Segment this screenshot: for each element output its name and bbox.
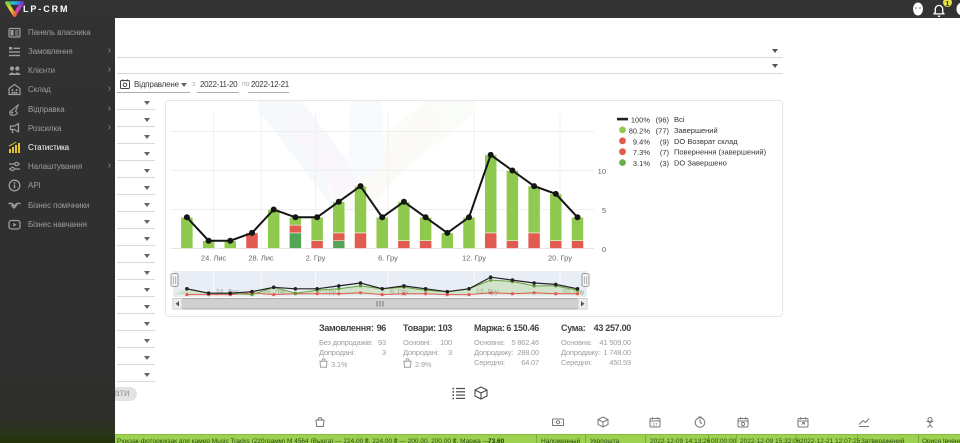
svg-text:17: 17	[652, 422, 658, 427]
svg-text:28. Лис: 28. Лис	[263, 289, 287, 296]
svg-text:12. Гру: 12. Гру	[476, 289, 499, 296]
svg-text:(3): (3)	[660, 159, 670, 168]
svg-text:Всі: Всі	[674, 115, 685, 124]
svg-text:24. Лис: 24. Лис	[201, 254, 227, 263]
svg-text:100%: 100%	[631, 116, 651, 125]
svg-text:10: 10	[598, 167, 606, 176]
svg-text:20. Гру: 20. Гру	[548, 254, 572, 263]
svg-text:0: 0	[602, 245, 606, 254]
svg-text:80.2%: 80.2%	[629, 126, 651, 135]
svg-text:3.1%: 3.1%	[633, 159, 650, 168]
svg-text:1: 1	[946, 1, 950, 8]
svg-text:(77): (77)	[656, 126, 670, 135]
svg-text:6. Гру: 6. Гру	[390, 289, 409, 296]
svg-text:Повернення (завершений): Повернення (завершений)	[674, 148, 767, 157]
svg-text:6. Гру: 6. Гру	[378, 254, 398, 263]
svg-text:Завершений: Завершений	[674, 126, 718, 135]
svg-text:24. Лис: 24. Лис	[216, 289, 240, 296]
svg-text:(9): (9)	[660, 137, 670, 146]
svg-text:(7): (7)	[660, 148, 670, 157]
svg-text:(96): (96)	[656, 116, 670, 125]
svg-text:7.3%: 7.3%	[633, 148, 650, 157]
svg-text:DO Завершено: DO Завершено	[674, 159, 727, 168]
svg-text:20. Гру: 20. Гру	[562, 289, 585, 296]
svg-text:2. Гру: 2. Гру	[318, 289, 337, 296]
svg-text:28. Лис: 28. Лис	[248, 254, 274, 263]
svg-text:2. Гру: 2. Гру	[306, 254, 326, 263]
svg-text:5: 5	[602, 206, 606, 215]
svg-text:9.4%: 9.4%	[633, 137, 650, 146]
svg-text:12. Гру: 12. Гру	[462, 254, 486, 263]
svg-text:DO Возврат склад: DO Возврат склад	[674, 137, 738, 146]
